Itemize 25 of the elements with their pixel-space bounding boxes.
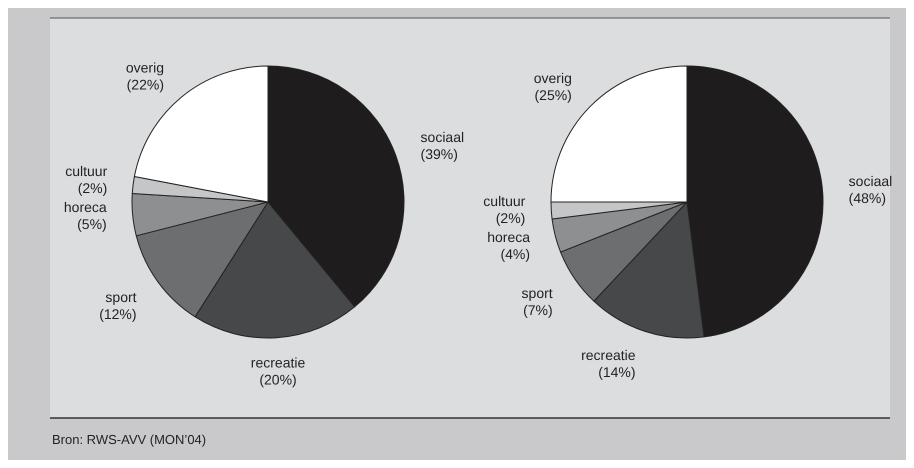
slice-label: horeca: [487, 229, 530, 246]
slice-label: horeca: [64, 198, 107, 215]
slice-label: recreatie: [581, 347, 636, 364]
data-label: (22%): [126, 76, 164, 93]
data-label: (48%): [848, 190, 886, 206]
data-label: (2%): [496, 210, 526, 226]
slice-label: sociaal: [420, 128, 464, 145]
slice-label: cultuur: [65, 162, 108, 179]
slice-label: overig: [126, 60, 164, 76]
data-label: (2%): [78, 180, 108, 196]
data-label: (7%): [523, 302, 553, 318]
data-label: (4%): [500, 246, 530, 262]
data-label: (20%): [259, 372, 297, 388]
slice-label: cultuur: [483, 193, 526, 210]
data-label: (12%): [99, 306, 137, 322]
slice-label: sport: [105, 289, 137, 306]
slice-label: overig: [534, 70, 572, 86]
data-label: (5%): [77, 216, 107, 232]
slice-label: recreatie: [250, 354, 306, 371]
slice-label: sociaal: [848, 172, 892, 189]
text: Bron: RWS-AVV (MON’04): [52, 432, 206, 447]
slice-label: sport: [522, 284, 553, 301]
data-label: (25%): [534, 86, 572, 103]
data-label: (14%): [598, 364, 636, 380]
data-label: (39%): [420, 146, 458, 162]
